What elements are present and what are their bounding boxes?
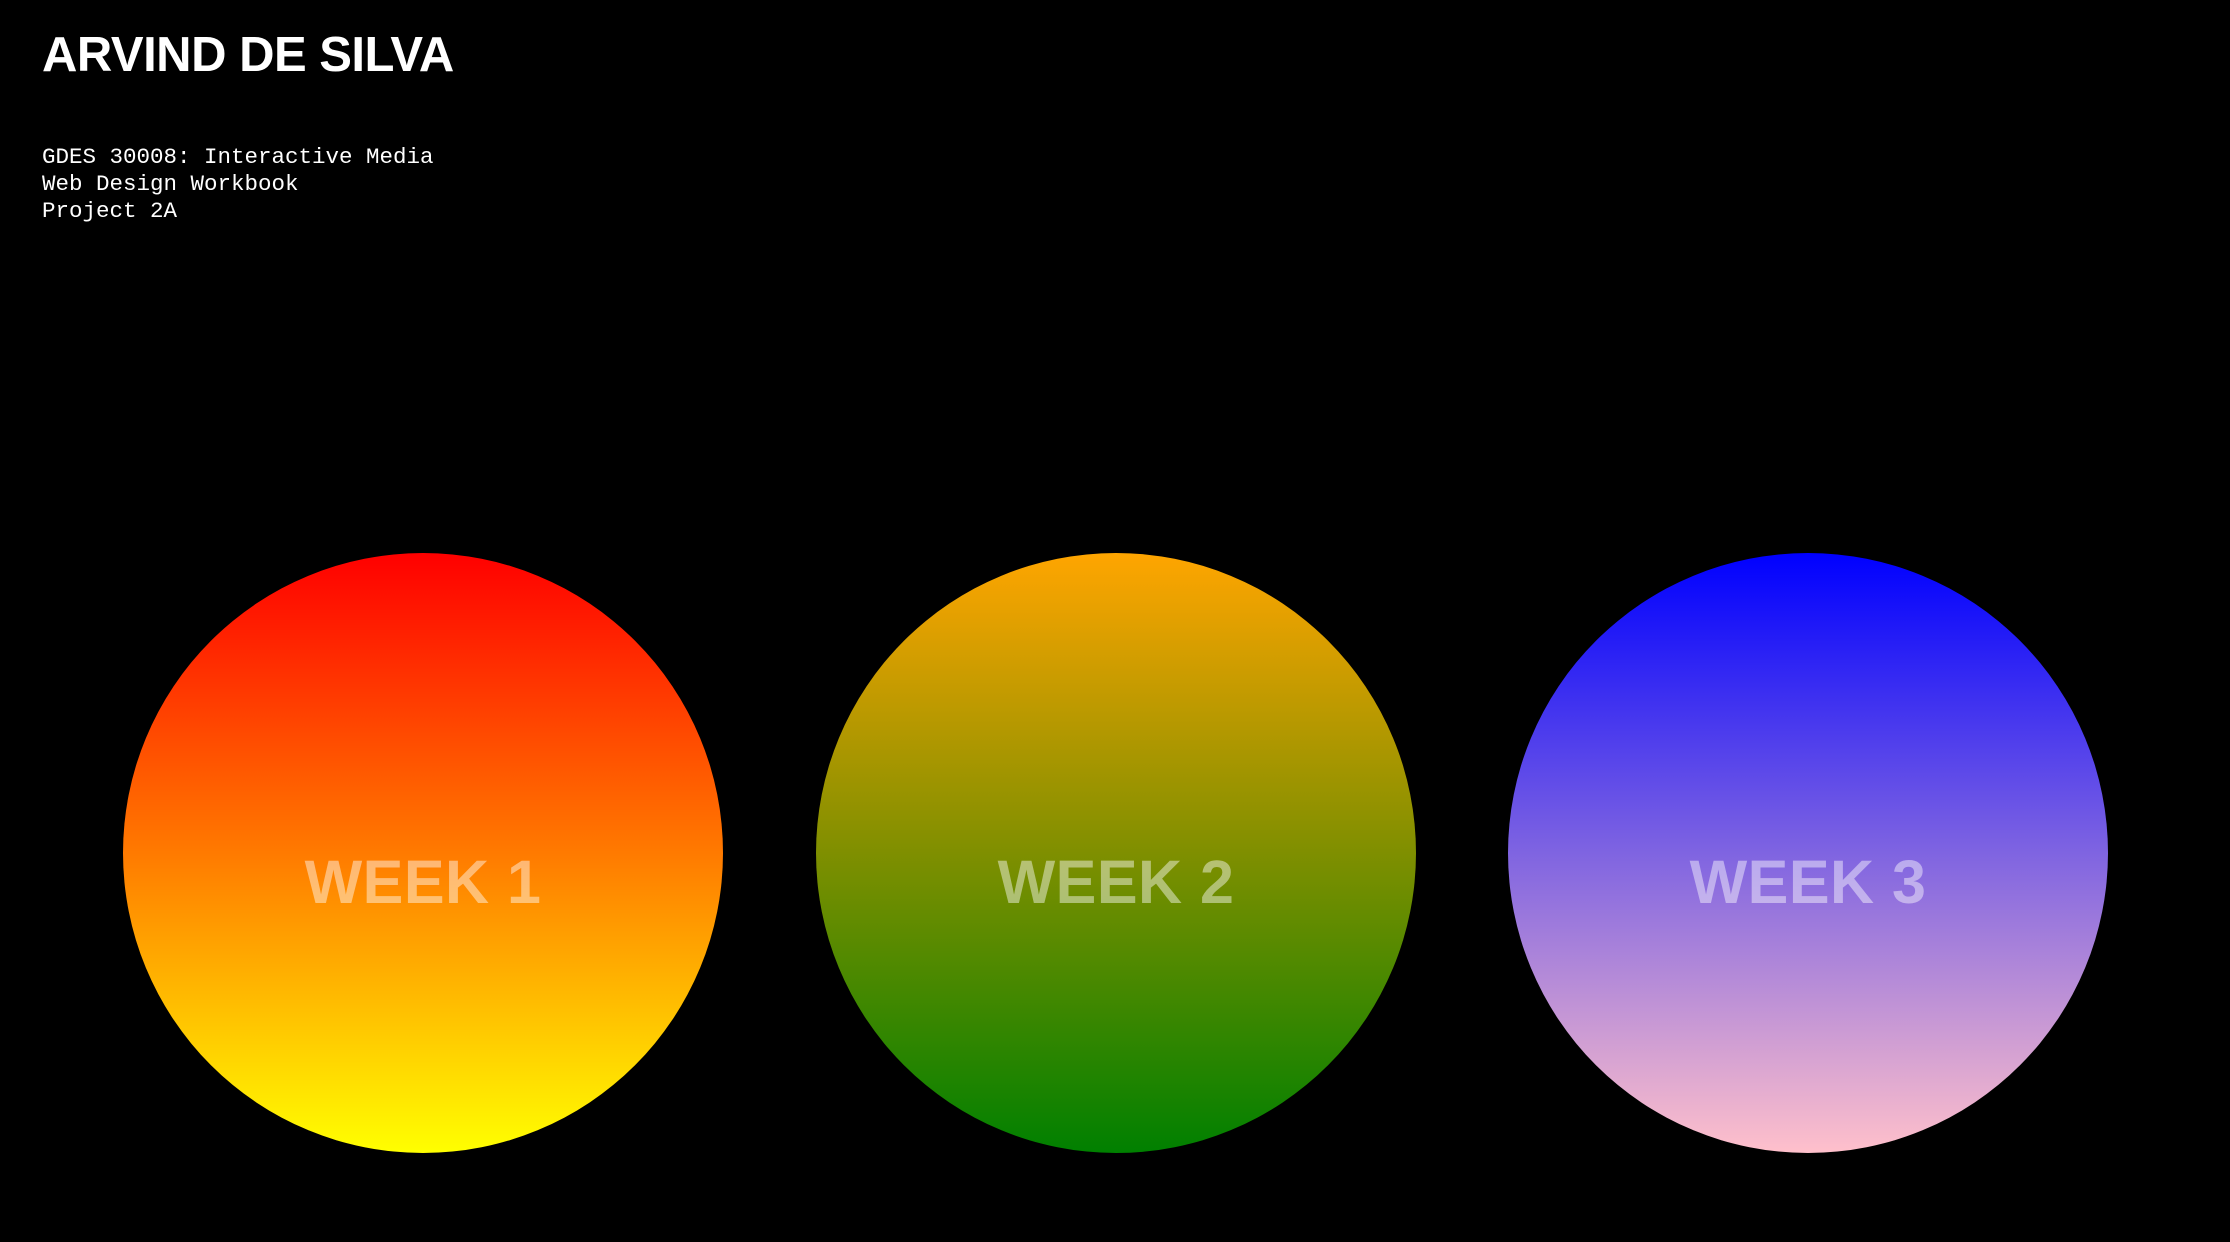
week-1-label: WEEK 1: [304, 848, 542, 916]
page-header: ARVIND DE SILVA GDES 30008: Interactive …: [42, 22, 454, 225]
week-2-label: WEEK 2: [997, 848, 1235, 916]
course-info: GDES 30008: Interactive Media Web Design…: [42, 144, 454, 225]
week-1-link[interactable]: WEEK 1: [123, 553, 723, 1153]
week-3-label: WEEK 3: [1689, 848, 1927, 916]
course-code-line: GDES 30008: Interactive Media: [42, 144, 434, 170]
page-title: ARVIND DE SILVA: [42, 28, 454, 82]
week-3-link[interactable]: WEEK 3: [1508, 553, 2108, 1153]
project-line: Project 2A: [42, 198, 178, 224]
week-2-link[interactable]: WEEK 2: [816, 553, 1416, 1153]
workbook-line: Web Design Workbook: [42, 171, 299, 197]
